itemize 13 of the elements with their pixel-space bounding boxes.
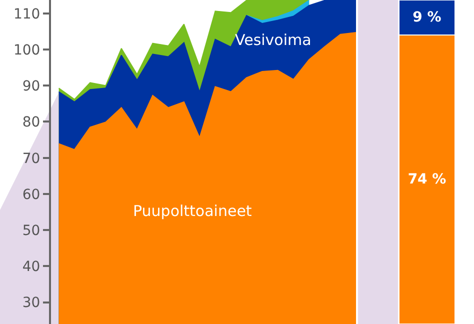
y-tick-label: 30 [22, 295, 40, 312]
y-tick-label: 80 [22, 114, 40, 131]
y-tick-label: 90 [22, 78, 40, 95]
data-label: 9 % [412, 10, 442, 26]
y-tick-label: 70 [22, 150, 40, 167]
y-tick-label: 100 [13, 42, 40, 58]
series-label: Puupolttoaineet [133, 202, 252, 220]
series-label: Vesivoima [235, 31, 312, 49]
y-tick-label: 110 [13, 6, 40, 22]
y-tick-label: 60 [22, 186, 40, 203]
y-tick-label: 50 [22, 222, 40, 239]
y-tick-label: 40 [22, 259, 40, 276]
data-label: 74 % [408, 172, 446, 188]
